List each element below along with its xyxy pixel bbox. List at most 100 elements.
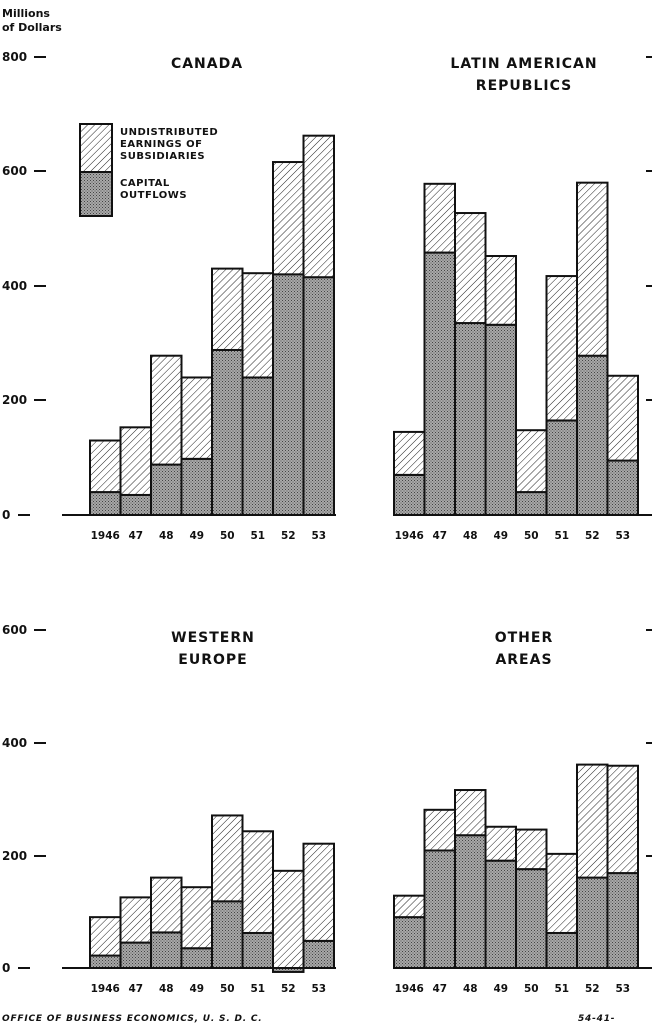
x-tick-label: 52 (585, 983, 600, 995)
right-edge-ticks (646, 56, 652, 857)
footer-chart-number: 54-41- (578, 1014, 615, 1023)
x-tick-label: 49 (493, 983, 508, 995)
bar-capital-outflows (606, 459, 639, 517)
y-tick-label: 600 (2, 623, 27, 637)
x-tick-label: 49 (189, 983, 204, 995)
y-tick-label: 200 (2, 849, 27, 863)
legend-swatch-undistributed (79, 123, 113, 173)
x-tick-label: 48 (159, 530, 174, 542)
bar-capital-outflows (484, 859, 517, 970)
panel-canada: CANADA 1946 47 48 49 50 51 52 53 (62, 56, 336, 542)
x-tick-label: 1946 (395, 983, 424, 995)
x-tick-label: 48 (463, 983, 478, 995)
legend-label-undistributed-1: UNDISTRIBUTED (120, 127, 218, 138)
bar-undistributed-earnings (454, 789, 487, 837)
x-tick-label: 53 (311, 983, 326, 995)
y-tick-label: 600 (2, 164, 27, 178)
x-tick-label: 51 (250, 530, 265, 542)
bar-capital-outflows (576, 354, 609, 516)
bar-capital-outflows (89, 491, 122, 516)
bar-capital-outflows (454, 834, 487, 969)
bar-undistributed-earnings (150, 876, 183, 934)
y-tick-label: 400 (2, 736, 27, 750)
bar-capital-outflows (393, 473, 426, 517)
bar-undistributed-earnings (119, 896, 152, 944)
bar-undistributed-earnings (241, 272, 274, 379)
bar-undistributed-earnings (241, 830, 274, 934)
y-tick-label: 800 (2, 50, 27, 64)
bar-undistributed-earnings (89, 916, 122, 957)
x-tick-label: 1946 (395, 530, 424, 542)
legend: UNDISTRIBUTED EARNINGS OF SUBSIDIARIES C… (79, 123, 218, 217)
bar-capital-outflows (272, 273, 305, 516)
panel-title: AREAS (495, 652, 552, 668)
bar-capital-outflows (180, 457, 213, 517)
bar-undistributed-earnings (515, 429, 548, 494)
legend-label-undistributed-2: EARNINGS OF (120, 139, 202, 150)
x-tick-label: 50 (220, 983, 235, 995)
bar-capital-outflows (423, 251, 456, 516)
bar-undistributed-earnings (423, 182, 456, 254)
bar-undistributed-earnings (180, 376, 213, 460)
x-tick-label: 51 (250, 983, 265, 995)
bar-undistributed-earnings (576, 763, 609, 879)
bar-undistributed-earnings (454, 212, 487, 325)
panel-title: EUROPE (178, 652, 247, 668)
x-tick-label: 49 (493, 530, 508, 542)
legend-swatch-capital (79, 171, 113, 217)
x-tick-label: 50 (524, 530, 539, 542)
x-tick-label: 53 (615, 983, 630, 995)
bar-capital-outflows (545, 419, 578, 516)
bar-undistributed-earnings (484, 825, 517, 862)
x-tick-label: 47 (128, 530, 143, 542)
x-tick-label: 52 (281, 983, 296, 995)
x-tick-label: 52 (281, 530, 296, 542)
x-tick-label: 50 (220, 530, 235, 542)
bar-capital-outflows (302, 939, 335, 970)
x-tick-label: 48 (159, 983, 174, 995)
bar-undistributed-earnings (302, 134, 335, 279)
bar-capital-outflows (302, 276, 335, 516)
panel-title: OTHER (495, 630, 554, 646)
x-tick-label: 48 (463, 530, 478, 542)
bar-undistributed-earnings (302, 842, 335, 942)
bar-capital-outflows (150, 931, 183, 970)
legend-label-undistributed-3: SUBSIDIARIES (120, 151, 205, 162)
bar-undistributed-earnings (272, 869, 305, 970)
panel-latin-american-republics: LATIN AMERICAN REPUBLICS 1946 47 48 49 50 51 52 5… (393, 56, 652, 542)
x-tick-label: 53 (615, 530, 630, 542)
legend-label-capital-2: OUTFLOWS (120, 190, 187, 201)
bar-capital-outflows (211, 348, 244, 517)
bar-undistributed-earnings (211, 267, 244, 351)
bar-undistributed-earnings (484, 255, 517, 326)
x-tick-label: 1946 (91, 983, 120, 995)
x-tick-label: 51 (554, 983, 569, 995)
panel-title: LATIN AMERICAN (450, 56, 597, 72)
bar-capital-outflows (423, 849, 456, 969)
y-tick-label: 0 (2, 961, 10, 975)
x-tick-label: 53 (311, 530, 326, 542)
bar-capital-outflows (515, 491, 548, 516)
bar-capital-outflows (545, 931, 578, 969)
bar-undistributed-earnings (89, 439, 122, 494)
x-tick-label: 50 (524, 983, 539, 995)
y-tick-label: 0 (2, 508, 10, 522)
bar-undistributed-earnings (576, 181, 609, 357)
top-y-axis: 0 200 400 600 800 (2, 50, 46, 522)
footer-source: OFFICE OF BUSINESS ECONOMICS, U. S. D. C… (2, 1014, 263, 1023)
bar-capital-outflows (119, 493, 152, 517)
bar-capital-outflows (180, 947, 213, 969)
bar-capital-outflows (515, 868, 548, 969)
x-tick-label: 51 (554, 530, 569, 542)
x-tick-label: 47 (128, 983, 143, 995)
bar-capital-outflows (211, 900, 244, 970)
x-tick-label: 1946 (91, 530, 120, 542)
bar-capital-outflows (454, 322, 487, 517)
x-tick-label: 52 (585, 530, 600, 542)
bar-undistributed-earnings (272, 161, 305, 276)
bar-undistributed-earnings (606, 764, 639, 875)
legend-label-capital-1: CAPITAL (120, 178, 170, 189)
bar-capital-outflows (89, 954, 122, 970)
bar-undistributed-earnings (180, 886, 213, 950)
